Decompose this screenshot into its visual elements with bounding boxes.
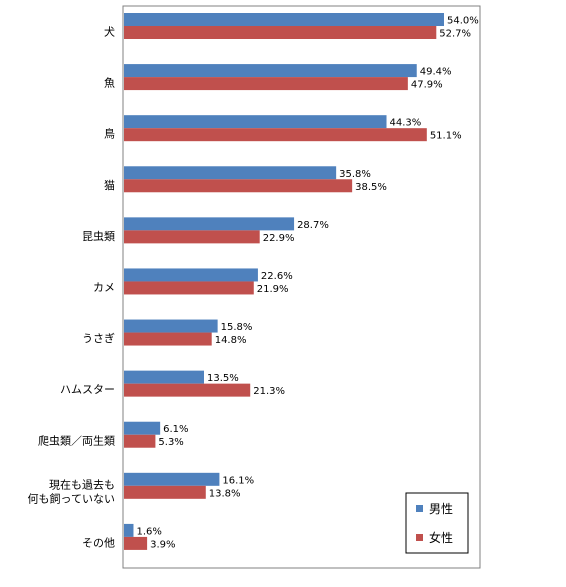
category-label-10: その他 [82,536,115,549]
bar-female-9 [124,485,206,499]
bar-male-1 [124,64,417,78]
category-label-0: 犬 [104,25,115,39]
value-label-male-10: 1.6% [136,526,161,537]
value-labels-group: 54.0% 52.7% 49.4% 47.9% 44.3% 51.1% 35.8% 38.5%… [136,16,478,551]
legend-box [405,492,469,554]
bar-female-2 [124,128,427,142]
value-label-male-9: 16.1% [222,475,254,486]
category-label-9: 現在も過去も何も飼っていない [28,478,115,505]
value-label-male-4: 28.7% [297,220,329,231]
value-label-female-2: 51.1% [430,131,462,142]
value-label-female-10: 3.9% [150,539,175,550]
value-label-male-5: 22.6% [261,271,293,282]
value-label-female-8: 5.3% [158,437,183,448]
value-label-female-1: 47.9% [411,80,443,91]
value-label-female-9: 13.8% [209,488,241,499]
bar-male-3 [124,166,337,180]
category-label-3: 猫 [104,179,115,192]
bar-male-9 [124,472,220,486]
bar-male-8 [124,421,161,435]
bar-male-6 [124,319,218,333]
value-label-male-1: 49.4% [420,67,452,78]
bar-male-2 [124,115,387,129]
bar-female-5 [124,281,254,295]
bar-female-6 [124,332,212,346]
bar-female-10 [124,536,148,550]
value-label-male-0: 54.0% [447,16,479,27]
bar-female-8 [124,434,156,448]
bar-male-0 [124,13,444,26]
value-label-male-2: 44.3% [390,118,422,129]
legend-label-male: 男性 [429,502,453,516]
category-label-2: 鳥 [104,127,115,141]
value-label-female-7: 21.3% [253,386,285,397]
bar-male-10 [124,523,134,537]
bar-female-7 [124,383,251,397]
category-label-7: ハムスター [60,383,115,396]
category-labels-group: 犬魚鳥猫昆虫類カメうさぎハムスター爬虫類／両生類現在も過去も何も飼っていないその… [28,25,115,550]
value-label-female-4: 22.9% [263,233,295,244]
bar-female-3 [124,179,353,193]
category-label-1: 魚 [104,77,115,90]
legend-swatch-male [416,505,423,512]
bar-male-7 [124,370,204,384]
value-label-female-5: 21.9% [257,284,289,295]
value-label-male-7: 13.5% [207,373,239,384]
bar-male-4 [124,217,295,231]
category-label-6: うさぎ [82,331,115,345]
legend-label-female: 女性 [429,530,453,545]
category-label-5: カメ [93,281,115,294]
value-label-male-8: 6.1% [163,424,188,435]
value-label-male-3: 35.8% [339,169,371,180]
value-label-male-6: 15.8% [221,322,253,333]
bar-male-5 [124,268,258,282]
bar-female-4 [124,230,260,244]
bar-female-1 [124,77,408,91]
bars-group [124,13,444,550]
value-label-female-0: 52.7% [439,29,471,40]
category-label-4: 昆虫類 [82,230,115,243]
category-label-8: 爬虫類／両生類 [38,433,115,447]
legend-swatch-female [416,534,423,541]
legend: 男性 女性 [405,492,469,554]
value-label-female-6: 14.8% [215,335,247,346]
bar-female-0 [124,26,437,39]
value-label-female-3: 38.5% [355,182,387,193]
